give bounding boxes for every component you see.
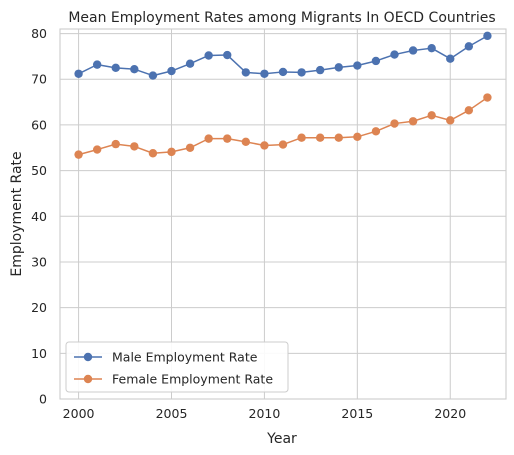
data-point	[297, 133, 306, 142]
data-point	[315, 65, 325, 75]
data-point	[241, 68, 251, 77]
y-tick-label: 40	[31, 209, 47, 224]
data-point	[371, 127, 381, 136]
data-point	[315, 133, 325, 142]
data-point	[427, 43, 436, 53]
data-point	[371, 56, 381, 66]
legend: Male Employment Rate Female Employment Ra…	[65, 341, 289, 393]
x-tick-label: 2010	[249, 406, 281, 421]
data-point	[297, 68, 306, 77]
data-point	[185, 59, 195, 68]
x-axis-label: Year	[266, 431, 297, 447]
y-tick-label: 70	[31, 72, 47, 87]
data-point	[74, 69, 83, 78]
x-tick-label: 2000	[63, 406, 95, 421]
data-point	[260, 69, 269, 78]
series-female	[74, 93, 492, 159]
plot-frame	[59, 28, 507, 400]
y-tick-label: 50	[31, 163, 47, 178]
data-point	[92, 145, 102, 154]
data-point	[241, 137, 251, 147]
data-point	[204, 51, 213, 60]
x-tick-label: 2015	[341, 406, 373, 421]
data-point	[446, 54, 455, 63]
y-axis-label: Employment Rate	[9, 151, 25, 276]
data-point	[390, 119, 399, 128]
legend-marker	[83, 374, 93, 384]
legend-marker	[83, 352, 93, 362]
data-point	[167, 147, 176, 157]
data-point	[464, 42, 474, 51]
tick-labels: 2000 2005 2010 2015 2020 0 10 20 30 40 50 60 70 80	[31, 26, 466, 421]
data-point	[185, 143, 195, 152]
data-point	[111, 139, 120, 149]
data-point	[464, 106, 474, 115]
data-point	[408, 117, 418, 126]
data-point	[334, 133, 343, 142]
chart-title: Mean Employment Rates among Migrants In …	[68, 10, 495, 26]
data-point	[483, 93, 492, 102]
data-point	[111, 63, 120, 73]
data-point	[223, 50, 232, 60]
x-tick-label: 2005	[156, 406, 188, 421]
y-tick-label: 60	[31, 117, 47, 132]
y-tick-label: 10	[31, 346, 47, 361]
data-point	[148, 71, 158, 80]
data-point	[446, 116, 455, 125]
data-point	[92, 60, 102, 69]
data-point	[353, 132, 362, 142]
data-point	[278, 67, 288, 77]
data-point	[278, 140, 288, 149]
data-point	[223, 134, 232, 143]
data-point	[167, 66, 176, 76]
data-point	[390, 50, 399, 59]
x-tick-label: 2020	[434, 406, 466, 421]
data-point	[427, 111, 436, 120]
series-layer	[74, 31, 492, 159]
legend-label: Female Employment Rate	[112, 372, 273, 387]
data-point	[260, 141, 269, 150]
data-point	[74, 150, 83, 159]
y-tick-label: 80	[31, 26, 47, 41]
series-male	[74, 31, 492, 80]
data-point	[204, 134, 213, 143]
data-point	[408, 46, 418, 55]
data-point	[483, 31, 492, 41]
y-tick-label: 0	[39, 392, 47, 407]
y-tick-label: 20	[31, 300, 47, 315]
data-point	[148, 149, 158, 158]
data-point	[353, 61, 362, 70]
legend-label: Male Employment Rate	[112, 350, 258, 365]
data-point	[334, 63, 343, 72]
legend-box	[65, 341, 289, 393]
y-tick-label: 30	[31, 254, 47, 269]
data-point	[130, 64, 139, 74]
data-point	[130, 142, 139, 151]
